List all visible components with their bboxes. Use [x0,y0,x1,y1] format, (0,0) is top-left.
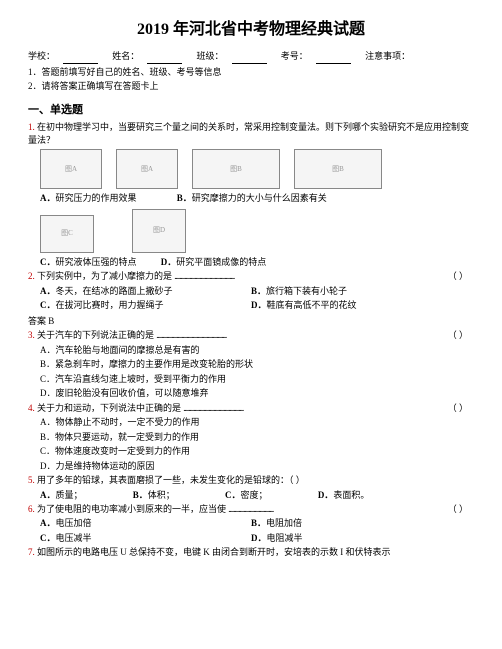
q1-image-d: 图D [132,209,186,253]
q3-opt-c: C．汽车沿直线匀速上坡时，受到平衡力的作用 [28,373,474,387]
q6-dots: .................................... [228,504,273,514]
name-label: 姓名： [112,50,139,64]
q4-num: 4. [28,403,35,413]
q2-b-text: 旅行箱下装有小轮子 [266,286,347,296]
q5-num: 5. [28,475,35,485]
q1-d-label: D． [161,257,177,267]
q3-text: 关于汽车的下列说法正确的是 [37,330,154,340]
q1-opt-ab: A．研究压力的作用效果 B．研究摩擦力的大小与什么因素有关 [28,192,474,206]
page-title: 2019 年河北省中考物理经典试题 [28,18,474,42]
q2-c-text: 在拔河比赛时，用力握绳子 [56,300,164,310]
q2-c-label: C． [40,300,56,310]
q6-opts-row2: C．电压减半 D．电阻减半 [28,532,474,547]
q1-image-a: 图A [40,149,102,189]
q1-text: 在初中物理学习中，当要研究三个量之间的关系时，常采用控制变量法。则下列哪个实验研… [28,122,469,145]
q2-d-text: 鞋底有高低不平的花纹 [267,300,357,310]
examno-blank [316,54,351,64]
question-2: 2. 下列实例中，为了减小摩擦力的是 .....................… [28,270,474,283]
q1-image-a2: 图A [116,149,178,189]
q5-a-text: 质量； [56,489,83,503]
q2-a-label: A． [40,286,56,296]
q1-image-c: 图C [40,215,94,253]
question-7: 7. 如图所示的电路电压 U 总保持不变，电键 K 由闭合到断开时，安培表的示数… [28,546,474,559]
q2-num: 2. [28,271,35,281]
q1-image-b2: 图B [294,149,382,189]
q3-opt-a: A．汽车轮胎与地面间的摩擦总是有害的 [28,344,474,358]
q5-c-label: C． [225,490,241,500]
q2-a-text: 冬天，在结冰的路面上撒砂子 [56,286,173,296]
q1-num: 1. [28,122,35,132]
q5-d-label: D． [318,490,334,500]
q5-d-text: 表面积。 [333,489,369,503]
q5-a-label: A． [40,490,56,500]
exam-no-label: 考号： [281,50,308,64]
q2-paren: （ ） [448,270,468,283]
q1-image-b: 图B [192,149,280,189]
q6-a-text: 电压加倍 [56,518,92,528]
q1-d-text: 研究平面镜成像的特点 [176,257,266,267]
q3-dots: ........................................… [156,330,226,340]
q4-opt-d: D．力是维持物体运动的原因 [28,460,474,474]
q6-paren: （ ） [448,503,468,516]
q4-opt-a: A．物体静止不动时，一定不受力的作用 [28,416,474,430]
question-1: 1. 在初中物理学习中，当要研究三个量之间的关系时，常采用控制变量法。则下列哪个… [28,121,474,146]
section-title: 一、单选题 [28,102,474,119]
q3-opt-d: D．废旧轮胎没有回收价值，可以随意堆弃 [28,387,474,401]
q4-text: 关于力和运动，下列说法中正确的是 [37,403,181,413]
q3-num: 3. [28,330,35,340]
q4-opt-b: B．物体只要运动，就一定受到力的作用 [28,431,474,445]
q6-opts-row1: A．电压加倍 B．电阻加倍 [28,517,474,532]
q3-paren: （ ） [448,329,468,342]
q2-d-label: D． [251,300,267,310]
q4-opt-c: C．物体速度改变时一定受到力的作用 [28,445,474,459]
question-3: 3. 关于汽车的下列说法正确的是 .......................… [28,329,474,342]
q1-b-label: B． [177,193,192,203]
question-6: 6. 为了使电阻的电功率减小到原来的一半，应当使 ...............… [28,503,474,516]
q6-num: 6. [28,504,35,514]
q1-image-row-2: 图C 图D [40,209,474,253]
q2-text: 下列实例中，为了减小摩擦力的是 [37,271,172,281]
q1-c-text: 研究液体压强的特点 [56,257,137,267]
question-4: 4. 关于力和运动，下列说法中正确的是 ....................… [28,402,474,415]
class-label: 班级： [197,50,224,64]
q2-opts-row1: A．冬天，在结冰的路面上撒砂子 B．旅行箱下装有小轮子 [28,285,474,300]
q1-a-label: A． [40,193,56,203]
q6-d-label: D． [251,533,267,543]
q6-text: 为了使电阻的电功率减小到原来的一半，应当使 [37,504,226,514]
question-5: 5. 用了多年的铅球，其表面磨损了一些，未发生变化的是铅球的：（ ） [28,474,474,487]
note-label: 注意事项： [365,50,410,64]
q6-c-text: 电压减半 [56,533,92,543]
q4-dots: ........................................… [183,403,243,413]
q6-d-text: 电阻减半 [267,533,303,543]
q2-answer: 答案 B [28,315,474,329]
instruction-2: 2．请将答案正确填写在答题卡上 [28,80,474,94]
student-info-row: 学校： 姓名： 班级： 考号： 注意事项： [28,50,474,64]
q3-opt-b: B．紧急刹车时，摩擦力的主要作用是改变轮胎的形状 [28,358,474,372]
school-blank [63,54,98,64]
q5-b-text: 体积； [148,489,175,503]
q5-c-text: 密度； [241,489,268,503]
q2-opts-row2: C．在拔河比赛时，用力握绳子 D．鞋底有高低不平的花纹 [28,299,474,314]
q5-b-label: B． [133,490,148,500]
q7-text: 如图所示的电路电压 U 总保持不变，电键 K 由闭合到断开时，安培表的示数 I … [37,547,391,557]
q2-b-label: B． [251,286,266,296]
q6-c-label: C． [40,533,56,543]
q6-b-text: 电阻加倍 [266,518,302,528]
q1-image-row-1: 图A 图A 图B 图B [40,149,474,189]
q1-opt-cd: C．研究液体压强的特点 D．研究平面镜成像的特点 [28,256,474,270]
q2-dots: ........................................… [174,271,234,281]
school-label: 学校： [28,50,55,64]
q6-a-label: A． [40,518,56,528]
instruction-1: 1．答题前填写好自己的姓名、班级、考号等信息 [28,66,474,80]
q7-num: 7. [28,547,35,557]
q5-opts: A．质量； B．体积； C．密度； D．表面积。 [28,489,474,503]
name-blank [147,54,182,64]
q4-paren: （ ） [448,402,468,415]
q1-a-text: 研究压力的作用效果 [56,193,137,203]
q5-text: 用了多年的铅球，其表面磨损了一些，未发生变化的是铅球的：（ ） [37,475,305,485]
class-blank [232,54,267,64]
q1-b-text: 研究摩擦力的大小与什么因素有关 [192,193,327,203]
q1-c-label: C． [40,257,56,267]
q6-b-label: B． [251,518,266,528]
